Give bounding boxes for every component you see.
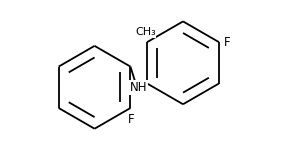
Text: NH: NH (130, 81, 148, 94)
Text: CH₃: CH₃ (135, 27, 156, 37)
Text: F: F (224, 36, 230, 49)
Text: F: F (128, 113, 135, 126)
